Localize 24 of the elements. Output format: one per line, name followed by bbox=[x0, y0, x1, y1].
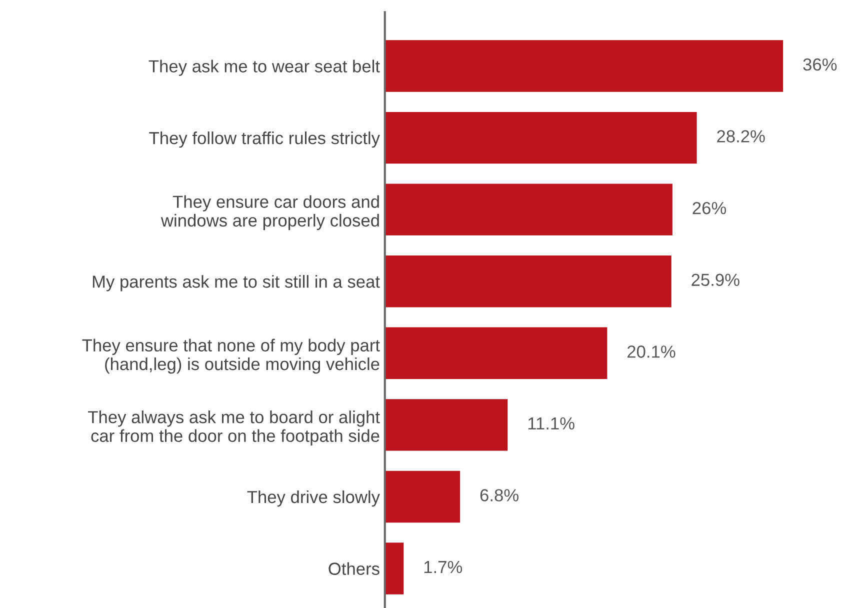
data-label: 1.7% bbox=[424, 560, 462, 574]
data-label: 28.2% bbox=[717, 130, 765, 142]
bar bbox=[384, 40, 784, 92]
y-tick-label: They follow traffic rules strictly bbox=[149, 132, 380, 148]
bar bbox=[384, 184, 672, 236]
bar bbox=[384, 470, 460, 523]
data-label: 6.8% bbox=[480, 489, 518, 502]
y-tick-label: They ensure car doors and windows are properly closed bbox=[160, 195, 379, 230]
bar bbox=[384, 327, 608, 379]
y-tick-label: They drive slowly bbox=[247, 490, 380, 507]
bar bbox=[384, 399, 508, 451]
data-label: 20.1% bbox=[628, 346, 676, 358]
y-tick-label: Others bbox=[328, 562, 380, 575]
data-label: 25.9% bbox=[692, 274, 740, 286]
data-label: 36% bbox=[803, 58, 837, 71]
bar bbox=[384, 542, 404, 594]
y-tick-label: They ensure that none of my body part (hand,leg) is outside moving vehicle bbox=[82, 338, 380, 374]
data-label: 11.1% bbox=[528, 417, 574, 430]
bar bbox=[384, 112, 697, 164]
y-tick-label: They ask me to wear seat belt bbox=[148, 60, 380, 76]
y-tick-label: My parents ask me to sit still in a seat bbox=[92, 275, 380, 292]
data-label: 26% bbox=[692, 202, 726, 214]
y-tick-label: They always ask me to board or alight car from the door on the footpath side bbox=[88, 410, 380, 446]
bar bbox=[384, 256, 672, 308]
